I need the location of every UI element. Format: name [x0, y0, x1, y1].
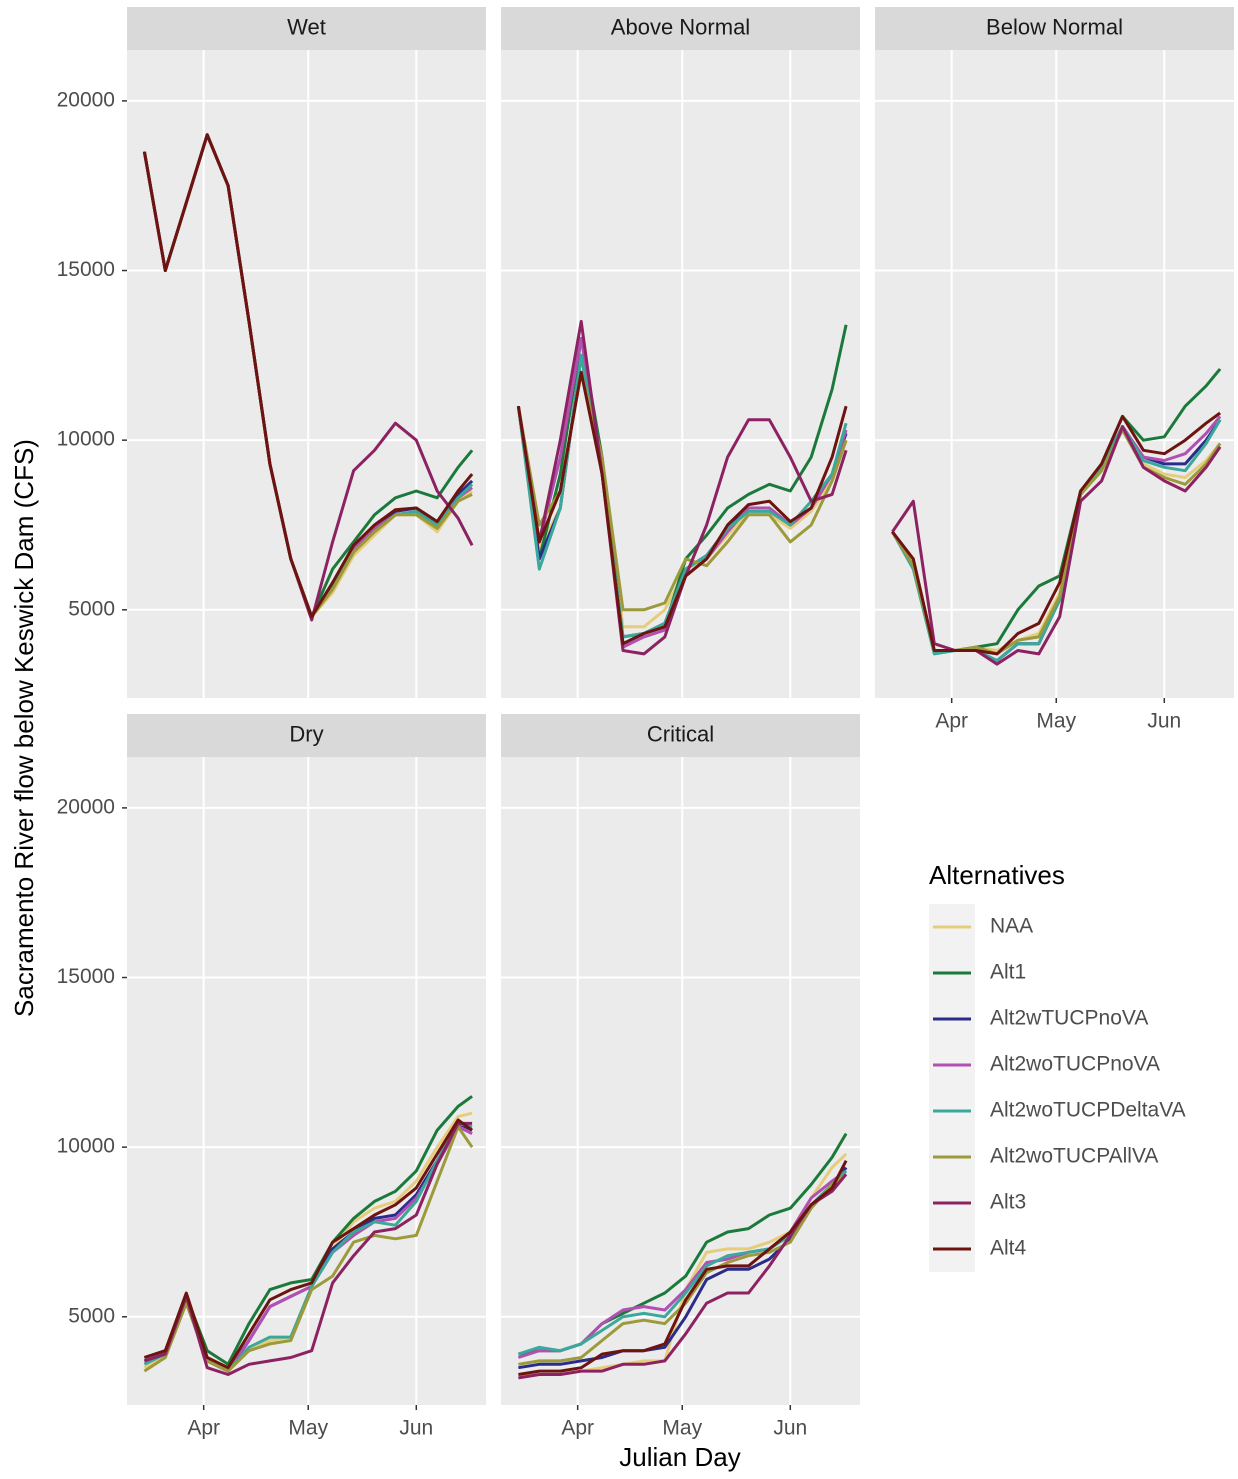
- series-line: [142, 133, 474, 619]
- legend-label: Alt2woTUCPDeltaVA: [990, 1099, 1186, 1122]
- series-line: [516, 370, 848, 646]
- series-line: [143, 1118, 473, 1370]
- y-axis-title: Sacramento River flow below Keswick Dam …: [9, 439, 39, 1017]
- y-tick-label: 20000: [57, 88, 115, 111]
- panel-bg: [501, 50, 860, 698]
- legend-label: Alt2woTUCPAllVA: [990, 1145, 1158, 1168]
- x-tick-label: Jun: [773, 1417, 807, 1440]
- strip-label: Critical: [647, 721, 714, 746]
- strip-bg: [501, 7, 860, 50]
- legend-label: Alt4: [990, 1237, 1027, 1260]
- y-tick-label: 20000: [57, 795, 115, 818]
- x-tick-label: May: [1036, 710, 1076, 733]
- series-line: [143, 1121, 473, 1376]
- x-axis-title: Julian Day: [619, 1442, 740, 1472]
- legend-label: Alt2wTUCPnoVA: [990, 1007, 1148, 1030]
- legend-label: Alt2woTUCPnoVA: [990, 1053, 1160, 1076]
- legend-title: Alternatives: [929, 860, 1065, 890]
- strip-bg: [127, 7, 486, 50]
- strip-label: Dry: [289, 721, 323, 746]
- y-tick-label: 10000: [57, 428, 115, 451]
- x-tick-label: Apr: [561, 1417, 594, 1440]
- legend-label: Alt1: [990, 961, 1026, 984]
- x-tick-label: May: [662, 1417, 702, 1440]
- y-tick-label: 5000: [68, 1304, 115, 1327]
- x-tick-label: May: [288, 1417, 328, 1440]
- legend-label: Alt3: [990, 1191, 1026, 1214]
- strip-bg: [501, 714, 860, 757]
- x-tick-label: Apr: [187, 1417, 220, 1440]
- legend-key-bg: [929, 904, 975, 1272]
- x-tick-label: Jun: [1147, 710, 1181, 733]
- y-tick-label: 5000: [68, 597, 115, 620]
- series-line: [891, 425, 1222, 666]
- strip-label: Wet: [287, 14, 326, 39]
- strip-label: Below Normal: [986, 14, 1123, 39]
- strip-bg: [127, 714, 486, 757]
- legend-label: NAA: [990, 915, 1033, 938]
- strip-bg: [875, 7, 1234, 50]
- series-line: [891, 411, 1221, 656]
- y-tick-label: 15000: [57, 258, 115, 281]
- y-tick-label: 15000: [57, 965, 115, 988]
- x-tick-label: Apr: [935, 710, 968, 733]
- x-tick-label: Jun: [399, 1417, 433, 1440]
- panel-bg: [127, 50, 486, 698]
- series-line: [518, 1160, 848, 1376]
- y-tick-label: 10000: [57, 1135, 115, 1158]
- strip-label: Above Normal: [611, 14, 750, 39]
